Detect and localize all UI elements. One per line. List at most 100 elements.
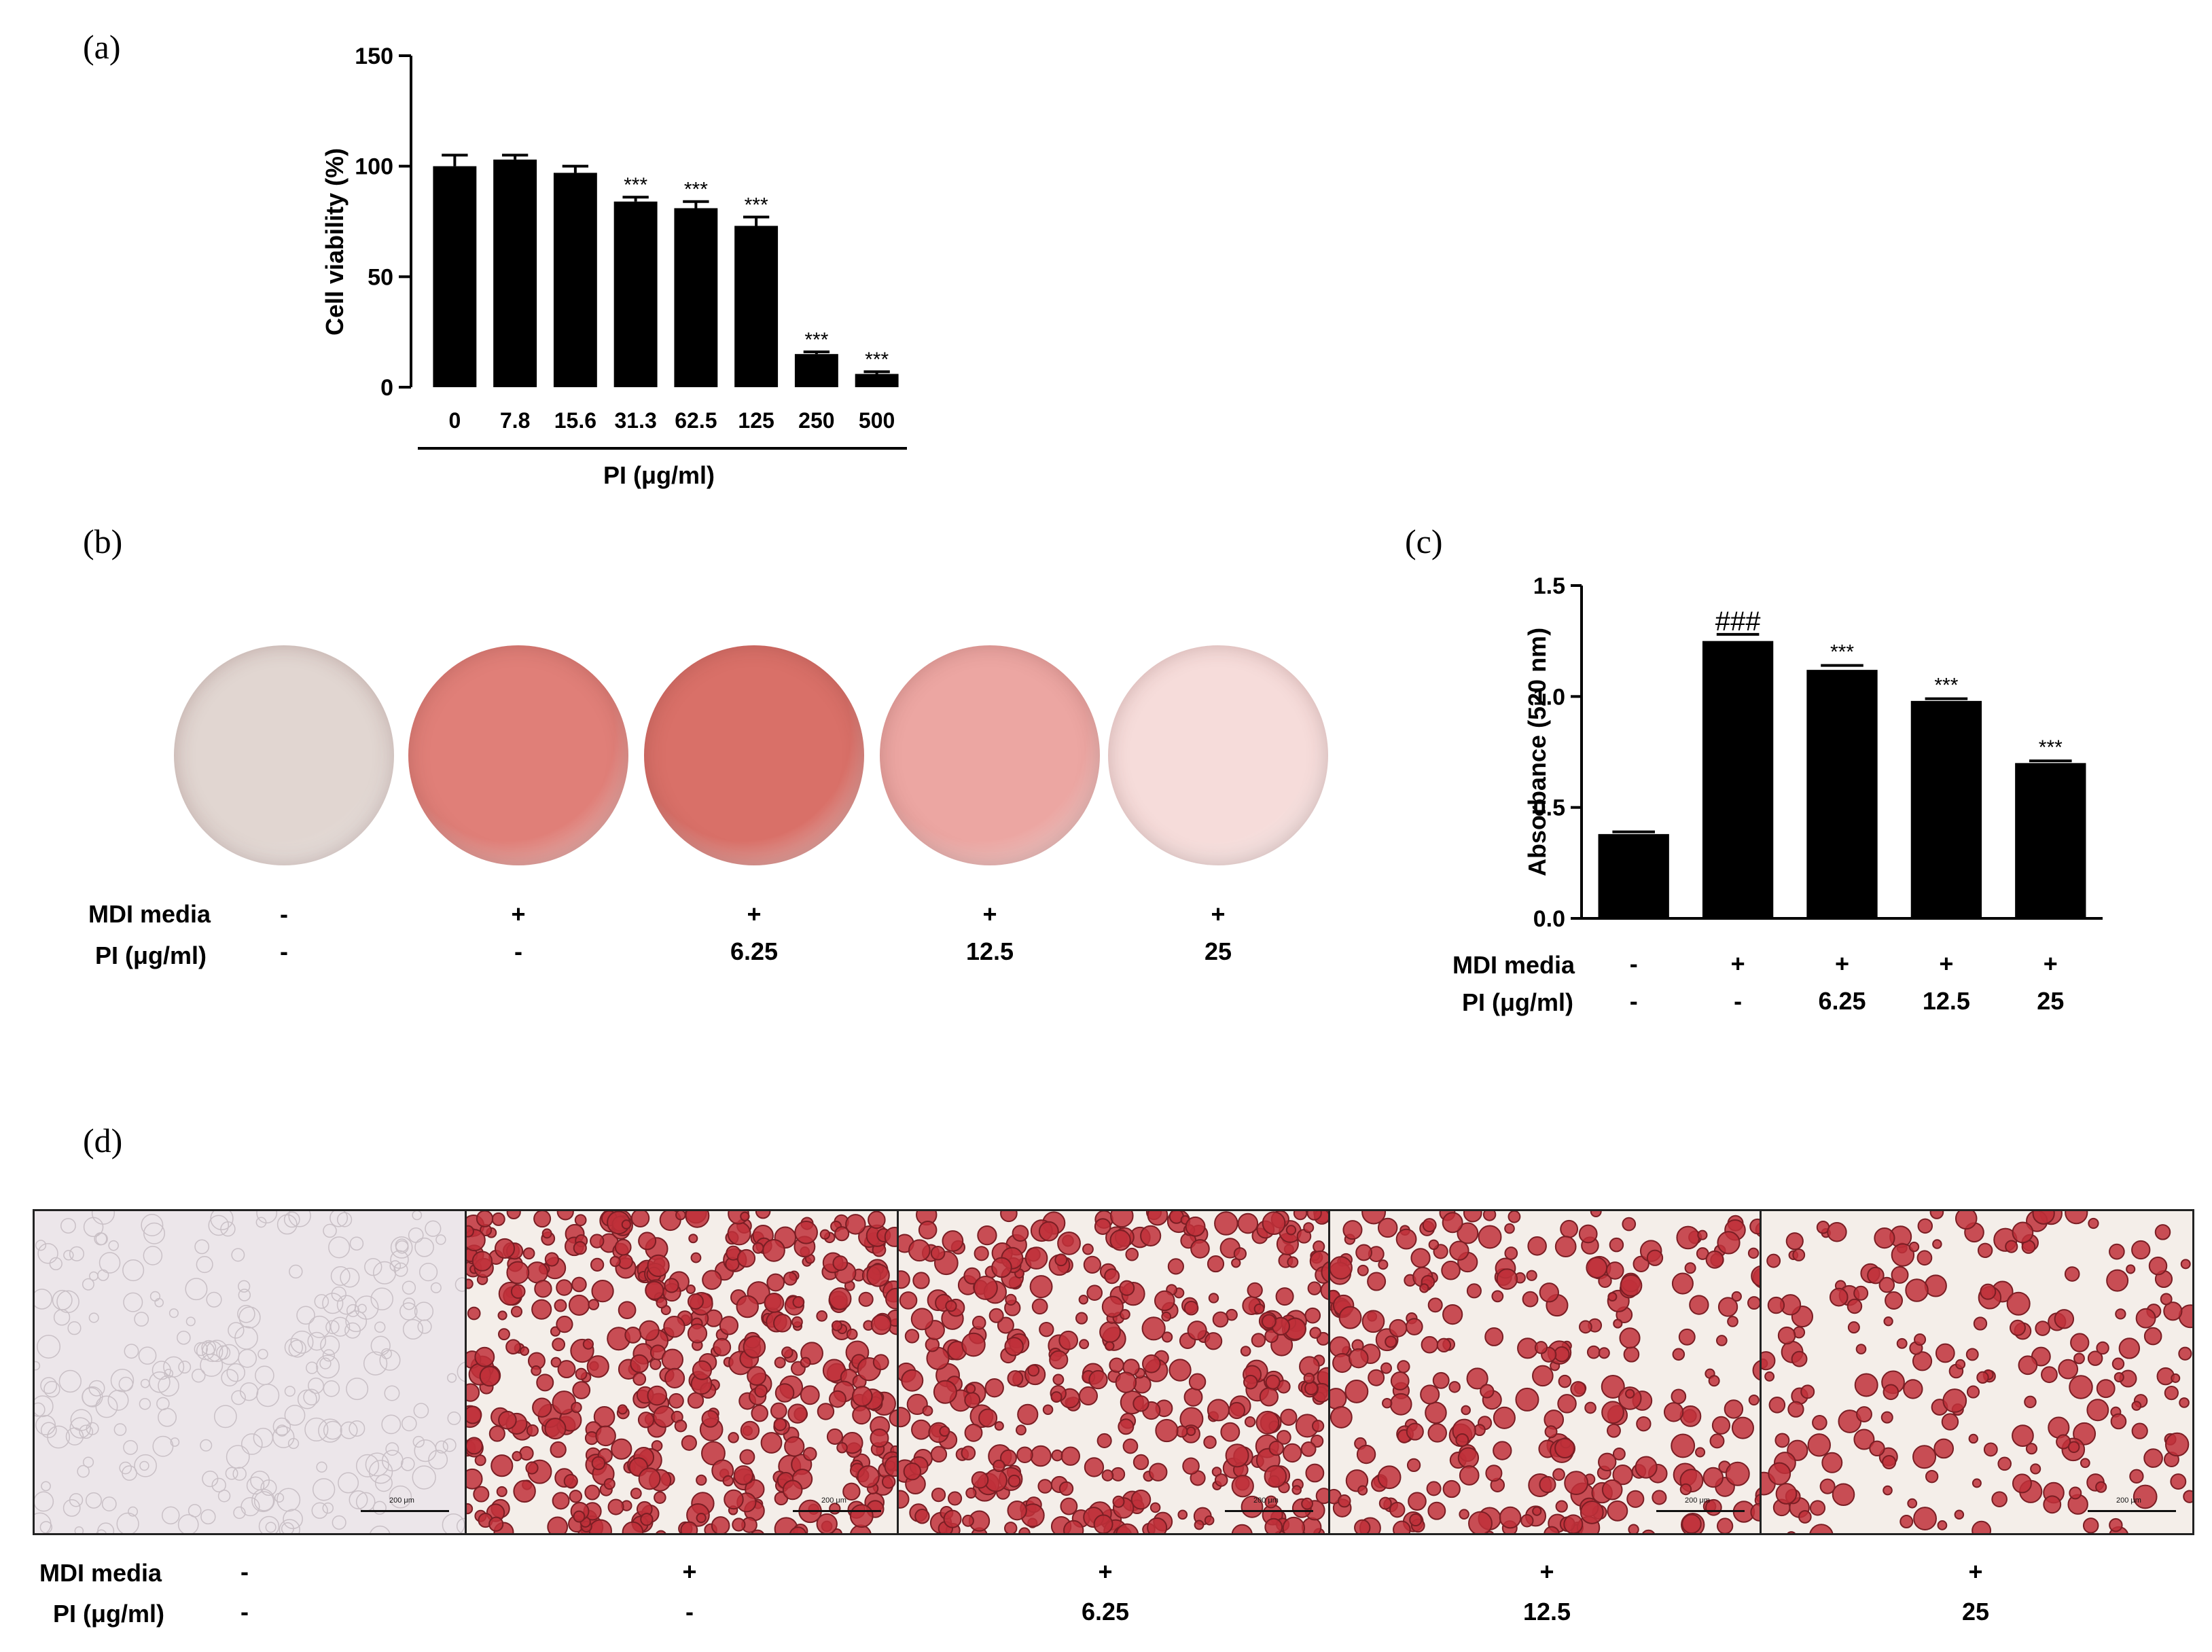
lipid-droplet (442, 1513, 465, 1533)
a-x-tick-label: 62.5 (675, 408, 717, 433)
lipid-droplet (1183, 1300, 1199, 1316)
scale-bar-label: 200 μm (1253, 1496, 1279, 1505)
lipid-droplet (590, 1234, 605, 1249)
lipid-droplet (260, 1479, 277, 1496)
lipid-droplet (304, 1417, 329, 1442)
lipid-droplet (256, 1384, 280, 1407)
lipid-droplet (977, 1225, 997, 1246)
lipid-droplet (332, 1515, 346, 1530)
lipid-droplet (1663, 1402, 1684, 1422)
lipid-droplet (239, 1382, 259, 1401)
lipid-droplet (552, 1492, 570, 1510)
lipid-droplet (316, 1461, 327, 1473)
lipid-droplet (571, 1276, 587, 1293)
lipid-droplet (1491, 1290, 1504, 1303)
lipid-droplet (1580, 1500, 1604, 1524)
a-significance: *** (684, 179, 708, 201)
lipid-droplet (1305, 1463, 1325, 1483)
lipid-droplet (2065, 1211, 2088, 1225)
lipid-droplet (390, 1250, 409, 1269)
lipid-droplet (1231, 1475, 1254, 1498)
lipid-droplet (2018, 1355, 2038, 1376)
lipid-droplet (617, 1404, 628, 1415)
lipid-droplet (276, 1214, 298, 1235)
lipid-droplet (1681, 1513, 1702, 1533)
lipid-droplet (1101, 1295, 1124, 1318)
lipid-droplet (91, 1211, 115, 1225)
lipid-droplet (1563, 1514, 1584, 1533)
lipid-droplet (829, 1390, 846, 1408)
lipid-droplet (1007, 1474, 1021, 1488)
lipid-droplet (1101, 1469, 1114, 1482)
lipid-droplet (1695, 1447, 1706, 1458)
lipid-droplet (722, 1475, 734, 1487)
lipid-droplet (947, 1491, 963, 1506)
lipid-droplet (83, 1217, 104, 1238)
lipid-droplet (1214, 1473, 1228, 1487)
panel-d-pi-value: 25 (1961, 1598, 1990, 1626)
lipid-droplet (306, 1361, 319, 1374)
lipid-droplet (881, 1475, 896, 1489)
lipid-droplet (1194, 1520, 1205, 1530)
lipid-droplet (588, 1299, 600, 1310)
lipid-droplet (336, 1295, 357, 1315)
lipid-droplet (2183, 1490, 2192, 1503)
lipid-droplet (218, 1344, 240, 1365)
lipid-droplet (1586, 1257, 1608, 1279)
lipid-droplet (2133, 1484, 2158, 1509)
lipid-droplet (649, 1358, 662, 1370)
lipid-droplet (773, 1418, 787, 1431)
lipid-droplet (632, 1372, 647, 1386)
lipid-droplet (372, 1501, 387, 1515)
lipid-droplet (467, 1383, 480, 1402)
lipid-droplet (1983, 1442, 1998, 1457)
lipid-droplet (1607, 1500, 1628, 1522)
lipid-droplet (961, 1446, 976, 1460)
lipid-droplet (1079, 1339, 1090, 1350)
lipid-droplet (1007, 1370, 1024, 1386)
lipid-droplet (1275, 1287, 1294, 1306)
lipid-droplet (2154, 1224, 2171, 1240)
lipid-droplet (569, 1490, 583, 1503)
lipid-droplet (323, 1223, 337, 1238)
lipid-droplet (1078, 1386, 1099, 1405)
lipid-droplet (1185, 1216, 1206, 1237)
lipid-droplet (1315, 1488, 1330, 1505)
lipid-droplet (279, 1519, 300, 1533)
lipid-droplet (991, 1257, 1012, 1278)
panel-c-mdi-value: - (1629, 950, 1638, 977)
lipid-droplet (1977, 1242, 1993, 1258)
lipid-droplet (1955, 1359, 1966, 1369)
lipid-droplet (1539, 1475, 1556, 1494)
lipid-droplet (696, 1474, 707, 1486)
lipid-droplet (1220, 1422, 1241, 1442)
lipid-droplet (1493, 1441, 1512, 1460)
lipid-droplet (603, 1477, 616, 1490)
lipid-droplet (1607, 1291, 1618, 1302)
lipid-droplet (2113, 1371, 2124, 1383)
panel-b-mdi-value: + (982, 900, 997, 928)
a-y-tick-label: 50 (368, 264, 393, 290)
lipid-droplet (1449, 1240, 1469, 1261)
lipid-droplet (733, 1465, 754, 1486)
lipid-droplet (1342, 1220, 1363, 1240)
panel-d-pi-value: - (685, 1598, 694, 1626)
lipid-droplet (1264, 1495, 1278, 1509)
lipid-droplet (152, 1435, 174, 1457)
lipid-droplet (1689, 1295, 1709, 1315)
panel-d-pi-value: 12.5 (1522, 1598, 1571, 1626)
lipid-droplet (774, 1357, 786, 1369)
lipid-droplet (370, 1335, 391, 1356)
lipid-droplet (885, 1287, 897, 1310)
lipid-droplet (390, 1236, 413, 1259)
lipid-droplet (1287, 1256, 1299, 1268)
lipid-droplet (330, 1266, 351, 1286)
lipid-droplet (1671, 1388, 1687, 1405)
panel-c-pi-value: 12.5 (1922, 987, 1970, 1015)
lipid-droplet (571, 1401, 582, 1414)
lipid-droplet (1012, 1225, 1029, 1242)
lipid-droplet (661, 1348, 684, 1371)
lipid-droplet (74, 1526, 84, 1533)
lipid-droplet (139, 1398, 151, 1410)
lipid-droplet (2163, 1301, 2183, 1321)
